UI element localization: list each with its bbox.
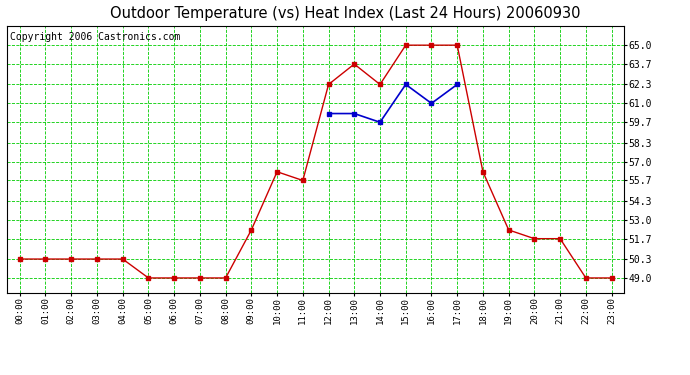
Text: Copyright 2006 Castronics.com: Copyright 2006 Castronics.com	[10, 32, 180, 42]
Text: Outdoor Temperature (vs) Heat Index (Last 24 Hours) 20060930: Outdoor Temperature (vs) Heat Index (Las…	[110, 6, 580, 21]
